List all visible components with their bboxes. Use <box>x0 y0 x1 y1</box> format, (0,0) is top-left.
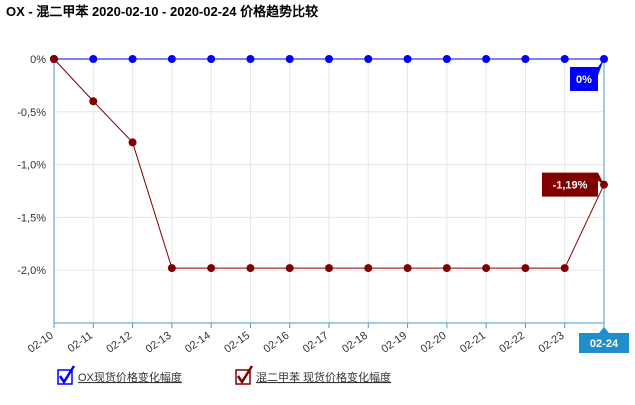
series-point <box>246 264 255 273</box>
series-point <box>128 55 137 63</box>
series-point <box>403 55 412 63</box>
x-tick-label: 02-24 <box>590 338 619 350</box>
series-point <box>207 264 216 273</box>
series-point <box>521 55 530 63</box>
series-point <box>442 55 451 63</box>
legend-check <box>58 365 76 385</box>
y-tick-label: -0,5% <box>17 107 46 119</box>
x-tick-label: 02-14 <box>183 330 213 356</box>
x-tick-label: 02-19 <box>379 330 409 356</box>
x-tick-label: 02-20 <box>419 330 449 356</box>
series-point <box>167 55 176 63</box>
series-point <box>207 55 216 63</box>
value-label: 0% <box>576 74 592 86</box>
series-point <box>560 55 569 63</box>
series-point <box>403 264 412 273</box>
series-point <box>521 264 530 273</box>
value-label-box <box>570 59 604 91</box>
chart-title: OX - 混二甲苯 2020-02-10 - 2020-02-24 价格趋势比较 <box>6 4 318 19</box>
legend-label[interactable]: OX现货价格变化幅度 <box>78 370 182 384</box>
x-tick-label: 02-17 <box>301 330 331 356</box>
x-highlight-box <box>579 333 629 353</box>
series-point <box>167 264 176 273</box>
x-tick-label: 02-12 <box>104 330 134 356</box>
series-point <box>482 55 491 63</box>
series-point <box>364 264 373 273</box>
y-tick-label: 0% <box>30 54 46 66</box>
x-highlight-pointer <box>599 327 609 333</box>
legend-label[interactable]: 混二甲苯 现货价格变化幅度 <box>256 370 391 384</box>
value-label: -1,19% <box>553 180 588 192</box>
legend-check <box>236 365 254 385</box>
x-tick-label: 02-18 <box>340 330 370 356</box>
x-tick-label: 02-15 <box>222 330 252 356</box>
series-point <box>89 55 98 63</box>
series-point <box>325 264 333 273</box>
x-tick-label: 02-11 <box>66 330 95 356</box>
series-point <box>325 55 333 63</box>
series-point <box>246 55 255 63</box>
series-point <box>128 138 137 147</box>
series-point <box>560 264 569 273</box>
y-tick-label: -1,0% <box>17 160 46 172</box>
series-point <box>285 264 294 273</box>
x-tick-label: 02-10 <box>26 330 56 356</box>
series-point <box>482 264 491 273</box>
series-point <box>50 55 58 63</box>
y-tick-label: -2,0% <box>17 265 46 277</box>
x-tick-label: 02-21 <box>458 330 488 356</box>
y-tick-label: -1,5% <box>17 212 46 224</box>
series-point <box>285 55 294 63</box>
x-tick-label: 02-13 <box>144 330 174 356</box>
series-point <box>364 55 373 63</box>
x-tick-label: 02-16 <box>262 330 292 356</box>
x-tick-label: 02-23 <box>537 330 567 356</box>
series-point <box>442 264 451 273</box>
series-point <box>89 97 98 106</box>
x-tick-label: 02-22 <box>497 330 527 356</box>
value-label-box <box>542 172 604 197</box>
